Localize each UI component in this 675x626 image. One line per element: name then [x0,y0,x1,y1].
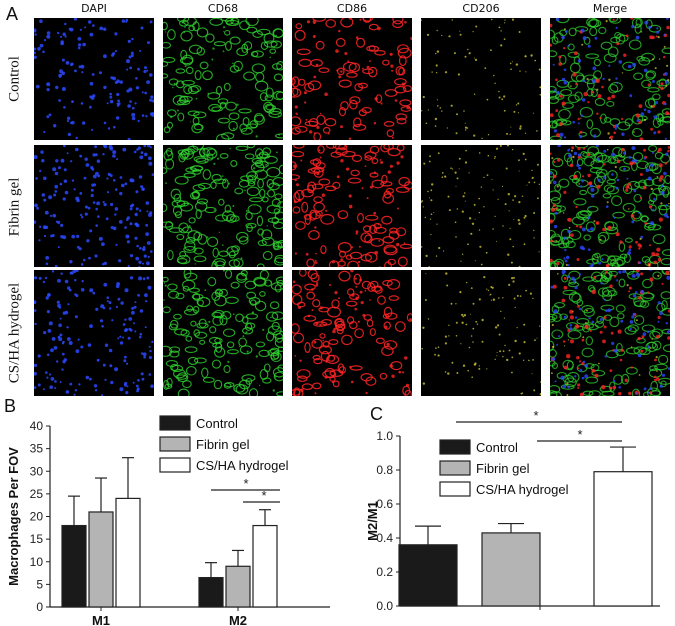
column-header-merge: Merge [592,2,628,15]
chart-b-y-tick-label: 10 [30,555,44,569]
chart-c-legend-label: Fibrin gel [476,461,530,476]
chart-c-bar [593,471,653,607]
micrograph-cs-ha-hydrogel-cd68 [163,270,283,396]
chart-c-sig-star: * [577,427,582,442]
chart-b-bar [115,497,141,608]
chart-b-macrophages: 0 5 10 15 20 25 30 35 40 Macrophages Per FOV M1 M2 *… [6,415,330,626]
micrograph-control-cd206 [421,18,541,140]
micrograph-fibrin-gel-cd86 [292,145,412,267]
chart-b-legend-label: Fibrin gel [196,437,250,452]
chart-c-legend-label: CS/HA hydrogel [476,482,569,497]
chart-b-y-tick-label: 35 [30,442,44,456]
micrograph-fibrin-gel-dapi [34,145,154,267]
chart-b-y-tick-label: 25 [30,487,44,501]
chart-c-y-tick-label: 0.4 [376,531,393,545]
chart-c-legend-swatch [439,460,471,476]
chart-c-legend-swatch [439,439,471,455]
micrograph-control-cd68 [163,18,283,140]
micrograph-fibrin-gel-cd68 [163,145,283,267]
micrograph-cs-ha-hydrogel-cd206 [421,270,541,396]
chart-b-y-tick-label: 40 [30,419,44,433]
chart-b-category-label: M1 [92,613,110,626]
micrograph-fibrin-gel-merge [550,145,670,267]
micrograph-control-merge [550,18,670,140]
chart-b-y-tick-label: 5 [36,577,43,591]
micrograph-cs-ha-hydrogel-dapi [34,270,154,396]
chart-b-bar [225,565,251,608]
chart-b-legend-label: CS/HA hydrogel [196,458,289,473]
chart-c-bar [481,532,541,607]
chart-c-legend-label: Control [476,440,518,455]
micrograph-fibrin-gel-cd206 [421,145,541,267]
chart-c-y-tick-label: 0.6 [376,497,393,511]
micrograph-control-cd86 [292,18,412,140]
chart-b-legend-swatch [159,436,191,452]
panel-b-letter: B [4,396,17,416]
panel-c-letter: C [370,404,383,424]
chart-b-y-label: Macrophages Per FOV [6,447,21,586]
panel-a-letter: A [6,4,19,24]
chart-b-sig-star: * [261,488,266,503]
micrograph-cs-ha-hydrogel-cd86 [292,270,412,396]
chart-c-y-tick-label: 0.8 [376,463,393,477]
row-label-cs-ha-hydrogel: CS/HA hydrogel [6,282,23,384]
column-header-cd206: CD206 [462,2,500,15]
chart-c-y-label: M2/M1 [365,501,380,541]
chart-b-y-tick-label: 0 [36,600,43,614]
chart-b-legend-swatch [159,415,191,431]
chart-c-y-tick-label: 0.2 [376,565,393,579]
chart-b-bar [252,524,278,608]
row-label-control: Control [6,56,23,102]
column-header-dapi: DAPI [81,2,107,15]
micrograph-control-dapi [34,18,154,140]
chart-c-legend-swatch [439,481,471,497]
chart-b-y-tick-label: 30 [30,464,44,478]
column-header-cd86: CD86 [336,2,368,15]
chart-b-legend-label: Control [196,416,238,431]
chart-b-bar [88,511,114,608]
chart-b-y-tick-label: 20 [30,510,44,524]
chart-b-legend-swatch [159,457,191,473]
chart-b-bar [198,576,224,608]
chart-c-sig-star: * [533,408,538,423]
chart-c-y-tick-label: 1.0 [376,429,393,443]
row-label-fibrin-gel: Fibrin gel [6,177,23,237]
chart-b-sig-star: * [243,476,248,491]
chart-c-y-tick-label: 0.0 [376,599,393,613]
chart-c-bar [398,544,458,607]
chart-b-y-tick-label: 15 [30,532,44,546]
chart-b-bar [61,524,87,608]
chart-b-category-label: M2 [229,613,247,626]
column-header-cd68: CD68 [207,2,239,15]
chart-c-ratio: 0.0 0.2 0.4 0.6 0.8 1.0 M2/M1 * * Control Fibrin g… [365,408,660,613]
micrograph-cs-ha-hydrogel-merge [550,270,670,396]
